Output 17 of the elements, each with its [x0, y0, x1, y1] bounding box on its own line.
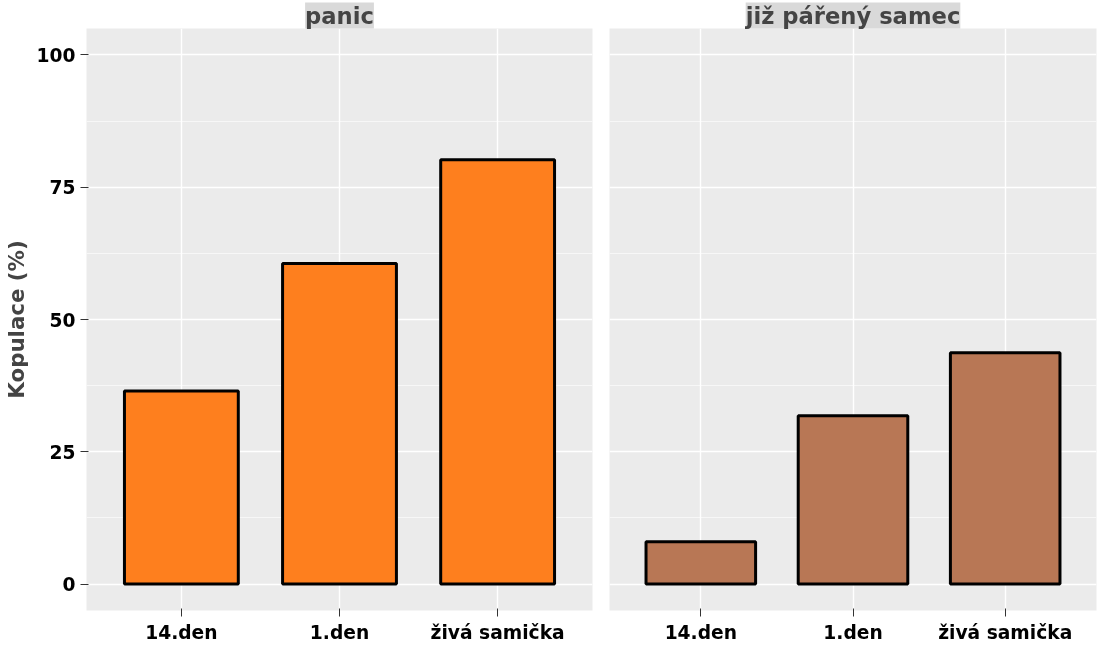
- y-tick-label: 0: [62, 574, 76, 596]
- y-tick-label: 75: [49, 177, 76, 199]
- x-tick-label: živá samička: [430, 621, 565, 643]
- x-tick-label: 14.den: [145, 621, 218, 643]
- y-tick-label: 100: [36, 44, 76, 66]
- chart-title: panic: [305, 2, 374, 29]
- x-tick-label: 14.den: [664, 621, 737, 643]
- x-tick-label: živá samička: [938, 621, 1073, 643]
- x-tick-label: 1.den: [823, 621, 883, 643]
- bar: [122, 389, 240, 586]
- chart-title: již pářený samec: [744, 2, 961, 29]
- y-tick-label: 25: [49, 441, 76, 463]
- y-tick-label: 50: [49, 309, 76, 331]
- x-tick-label: 1.den: [309, 621, 370, 643]
- y-axis-title: Kopulace (%): [3, 240, 29, 399]
- bar: [439, 158, 557, 586]
- bar: [281, 261, 398, 586]
